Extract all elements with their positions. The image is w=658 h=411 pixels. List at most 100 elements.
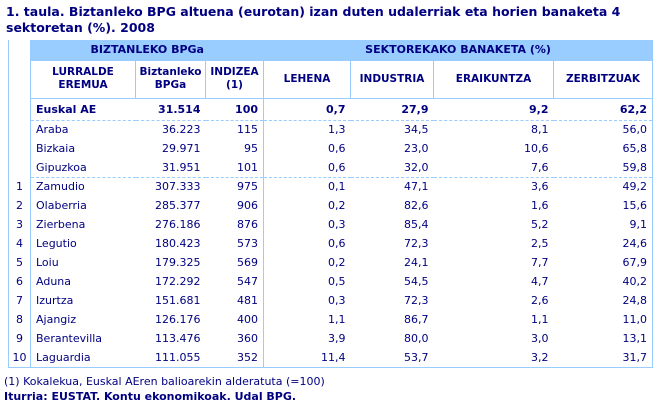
row-value: 10,6 — [524, 142, 549, 155]
row-area: Berantevilla — [36, 332, 103, 345]
row-value: 400 — [237, 313, 259, 326]
row-value: 180.423 — [155, 237, 201, 250]
row-value: 95 — [244, 142, 259, 155]
row-value: 13,1 — [553, 329, 654, 348]
row-area: Ajangiz — [36, 313, 77, 326]
row-value: 1,3 — [263, 119, 351, 139]
row-value: 86,7 — [404, 313, 429, 326]
table-row: 6 Aduna 172.292 547 0,5 54,5 4,7 40,2 — [8, 272, 654, 291]
column-header-biztanleko-bpga: Biztanleko BPGa — [135, 59, 206, 99]
table-row: Bizkaia 29.971 95 0,6 23,0 10,6 65,8 — [8, 139, 654, 158]
row-area: Araba — [30, 119, 136, 139]
row-area: Euskal AE — [36, 102, 97, 116]
row-value: 1,6 — [531, 199, 549, 212]
row-area: Izurtza — [36, 294, 74, 307]
row-value: 59,8 — [553, 158, 654, 177]
row-value: 2,6 — [531, 294, 549, 307]
row-rank — [8, 158, 31, 177]
row-rank — [8, 139, 31, 158]
row-value: 2,5 — [531, 237, 549, 250]
source-line: Iturria: EUSTAT. Kontu ekonomikoak. Udal… — [4, 389, 297, 403]
row-area: Zamudio — [30, 176, 136, 196]
row-value: 179.325 — [155, 256, 201, 269]
row-value: 53,7 — [350, 348, 434, 368]
footnote: (1) Kokalekua, Euskal AEren balioarekin … — [4, 374, 325, 388]
row-area: Zierbena — [36, 218, 86, 231]
row-area: Bizkaia — [36, 142, 76, 155]
row-rank: 7 — [8, 291, 31, 310]
table-row: Euskal AE 31.514 100 0,7 27,9 9,2 62,2 — [8, 98, 654, 120]
row-value: 72,3 — [404, 237, 429, 250]
row-value: 80,0 — [404, 332, 429, 345]
row-value: 0,3 — [263, 215, 351, 234]
row-value: 72,3 — [404, 294, 429, 307]
column-header-lurralde-eremua: LURRALDE EREMUA — [30, 59, 136, 99]
group-header-biztanleko-bpga: BIZTANLEKO BPGa — [30, 40, 264, 60]
row-value: 34,5 — [350, 119, 434, 139]
row-value: 31.951 — [162, 160, 201, 174]
row-value: 47,1 — [350, 176, 434, 196]
row-value: 7,6 — [531, 160, 549, 174]
row-value: 29.971 — [162, 142, 201, 155]
table-row: 8 Ajangiz 126.176 400 1,1 86,7 1,1 11,0 — [8, 310, 654, 329]
row-value: 101 — [237, 160, 259, 174]
row-value: 82,6 — [404, 199, 429, 212]
row-value: 151.681 — [155, 294, 201, 307]
row-value: 573 — [237, 237, 259, 250]
row-value: 0,3 — [263, 291, 351, 310]
row-area: Olaberria — [36, 199, 87, 212]
table-row: 2 Olaberria 285.377 906 0,2 82,6 1,6 15,6 — [8, 196, 654, 215]
row-rank: 5 — [8, 253, 31, 272]
row-value: 32,0 — [404, 160, 429, 174]
row-value: 62,2 — [553, 98, 654, 120]
row-area: Aduna — [36, 275, 71, 288]
row-value: 3,0 — [531, 332, 549, 345]
table-row: 10 Laguardia 111.055 352 11,4 53,7 3,2 31,7 — [8, 348, 654, 368]
table-row: 7 Izurtza 151.681 481 0,3 72,3 2,6 24,8 — [8, 291, 654, 310]
table-body: Euskal AE 31.514 100 0,7 27,9 9,2 62,2 Araba 36.… — [8, 98, 654, 368]
row-value: 352 — [205, 348, 264, 368]
row-value: 23,0 — [404, 142, 429, 155]
row-value: 1,1 — [263, 310, 351, 329]
row-value: 67,9 — [553, 253, 654, 272]
row-value: 113.476 — [155, 332, 201, 345]
row-value: 100 — [235, 102, 259, 116]
column-header-row: LURRALDE EREMUA Biztanleko BPGa INDIZEA … — [8, 59, 654, 99]
row-value: 0,6 — [263, 139, 351, 158]
row-area: Loiu — [36, 256, 59, 269]
row-value: 24,8 — [553, 291, 654, 310]
row-value: 481 — [237, 294, 259, 307]
row-value: 276.186 — [155, 218, 201, 231]
rank-column-header-spacer — [8, 60, 31, 98]
row-value: 40,2 — [553, 272, 654, 291]
row-value: 0,7 — [263, 98, 351, 120]
row-value: 15,6 — [553, 196, 654, 215]
row-value: 49,2 — [553, 176, 654, 196]
row-value: 56,0 — [553, 119, 654, 139]
rank-column-header-spacer — [8, 40, 31, 60]
row-value: 1,1 — [531, 313, 549, 326]
row-value: 3,6 — [433, 176, 554, 196]
column-header-indizea: INDIZEA (1) — [204, 59, 265, 99]
row-value: 31.514 — [158, 102, 201, 116]
row-value: 547 — [237, 275, 259, 288]
row-rank — [8, 98, 31, 120]
row-value: 0,2 — [263, 196, 351, 215]
group-header-sektorekako-banaketa: SEKTOREKAKO BANAKETA (%) — [263, 40, 653, 60]
row-value: 24,6 — [553, 234, 654, 253]
row-rank — [8, 120, 31, 139]
row-area: Gipuzkoa — [36, 160, 87, 174]
row-value: 7,7 — [531, 256, 549, 269]
row-value: 3,2 — [433, 348, 554, 368]
row-rank: 3 — [8, 215, 31, 234]
row-rank: 10 — [8, 348, 31, 368]
group-header-row: BIZTANLEKO BPGa SEKTOREKAKO BANAKETA (%) — [8, 40, 653, 60]
table-row: 9 Berantevilla 113.476 360 3,9 80,0 3,0 13,1 — [8, 329, 654, 348]
table-title: 1. taula. Biztanleko BPG altuena (eurota… — [6, 4, 621, 35]
row-value: 111.055 — [135, 348, 206, 368]
row-value: 9,2 — [529, 102, 549, 116]
row-area: Legutio — [36, 237, 77, 250]
column-header-industria: INDUSTRIA — [350, 59, 435, 99]
row-value: 126.176 — [155, 313, 201, 326]
